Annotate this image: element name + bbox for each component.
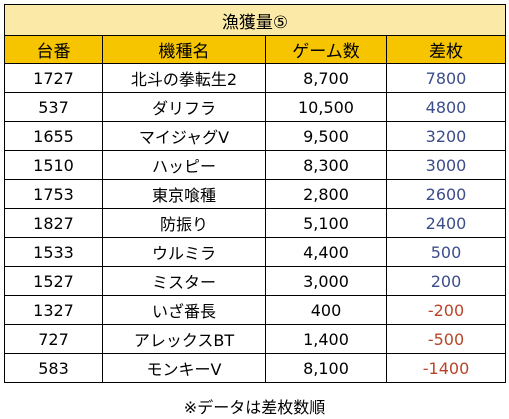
cell-coin-difference: -200	[386, 295, 506, 325]
cell-coin-difference: 3200	[386, 121, 506, 151]
cell-machine-number: 1533	[4, 237, 103, 267]
table-header-row: 台番 機種名 ゲーム数 差枚	[4, 35, 506, 64]
cell-game-count: 8,700	[265, 63, 387, 93]
table-row: 1533 ウルミラ 4,400 500	[4, 237, 506, 267]
cell-game-count: 400	[265, 295, 387, 325]
cell-machine-number: 727	[4, 324, 103, 354]
header-game-count: ゲーム数	[265, 35, 387, 64]
cell-game-count: 1,400	[265, 324, 387, 354]
results-table: 漁獲量⑤ 台番 機種名 ゲーム数 差枚 1727 北斗の拳転生2 8,700 7800…	[4, 4, 506, 383]
cell-machine-name: アレックスBT	[102, 324, 266, 354]
cell-machine-number: 583	[4, 353, 103, 383]
cell-coin-difference: 4800	[386, 92, 506, 122]
cell-machine-name: 東京喰種	[102, 179, 266, 209]
header-coin-difference: 差枚	[386, 35, 506, 64]
cell-machine-name: いざ番長	[102, 295, 266, 325]
cell-machine-number: 1753	[4, 179, 103, 209]
table-title-row: 漁獲量⑤	[4, 4, 506, 36]
cell-game-count: 8,100	[265, 353, 387, 383]
cell-machine-name: ウルミラ	[102, 237, 266, 267]
table-row: 583 モンキーV 8,100 -1400	[4, 353, 506, 383]
cell-machine-name: 北斗の拳転生2	[102, 63, 266, 93]
cell-game-count: 2,800	[265, 179, 387, 209]
table-row: 1753 東京喰種 2,800 2600	[4, 179, 506, 209]
table-row: 1727 北斗の拳転生2 8,700 7800	[4, 63, 506, 93]
cell-coin-difference: 2400	[386, 208, 506, 238]
table-row: 1655 マイジャグV 9,500 3200	[4, 121, 506, 151]
cell-machine-number: 1827	[4, 208, 103, 238]
cell-coin-difference: -500	[386, 324, 506, 354]
cell-coin-difference: 200	[386, 266, 506, 296]
cell-machine-number: 1510	[4, 150, 103, 180]
cell-game-count: 4,400	[265, 237, 387, 267]
cell-machine-number: 1327	[4, 295, 103, 325]
header-machine-name: 機種名	[102, 35, 266, 64]
cell-machine-name: モンキーV	[102, 353, 266, 383]
table-title: 漁獲量⑤	[4, 4, 506, 36]
cell-game-count: 10,500	[265, 92, 387, 122]
cell-coin-difference: 500	[386, 237, 506, 267]
cell-game-count: 3,000	[265, 266, 387, 296]
cell-machine-number: 1527	[4, 266, 103, 296]
cell-coin-difference: -1400	[386, 353, 506, 383]
cell-coin-difference: 2600	[386, 179, 506, 209]
results-table-container: 漁獲量⑤ 台番 機種名 ゲーム数 差枚 1727 北斗の拳転生2 8,700 7800…	[4, 4, 506, 383]
cell-machine-number: 1655	[4, 121, 103, 151]
table-row: 1527 ミスター 3,000 200	[4, 266, 506, 296]
header-machine-number: 台番	[4, 35, 103, 64]
cell-coin-difference: 7800	[386, 63, 506, 93]
table-row: 537 ダリフラ 10,500 4800	[4, 92, 506, 122]
table-row: 727 アレックスBT 1,400 -500	[4, 324, 506, 354]
table-row: 1827 防振り 5,100 2400	[4, 208, 506, 238]
cell-coin-difference: 3000	[386, 150, 506, 180]
footnote: ※データは差枚数順	[183, 398, 326, 417]
cell-machine-name: マイジャグV	[102, 121, 266, 151]
table-row: 1327 いざ番長 400 -200	[4, 295, 506, 325]
cell-machine-name: ミスター	[102, 266, 266, 296]
cell-machine-number: 1727	[4, 63, 103, 93]
cell-machine-number: 537	[4, 92, 103, 122]
cell-machine-name: 防振り	[102, 208, 266, 238]
cell-machine-name: ハッピー	[102, 150, 266, 180]
cell-machine-name: ダリフラ	[102, 92, 266, 122]
cell-game-count: 5,100	[265, 208, 387, 238]
table-row: 1510 ハッピー 8,300 3000	[4, 150, 506, 180]
cell-game-count: 8,300	[265, 150, 387, 180]
cell-game-count: 9,500	[265, 121, 387, 151]
